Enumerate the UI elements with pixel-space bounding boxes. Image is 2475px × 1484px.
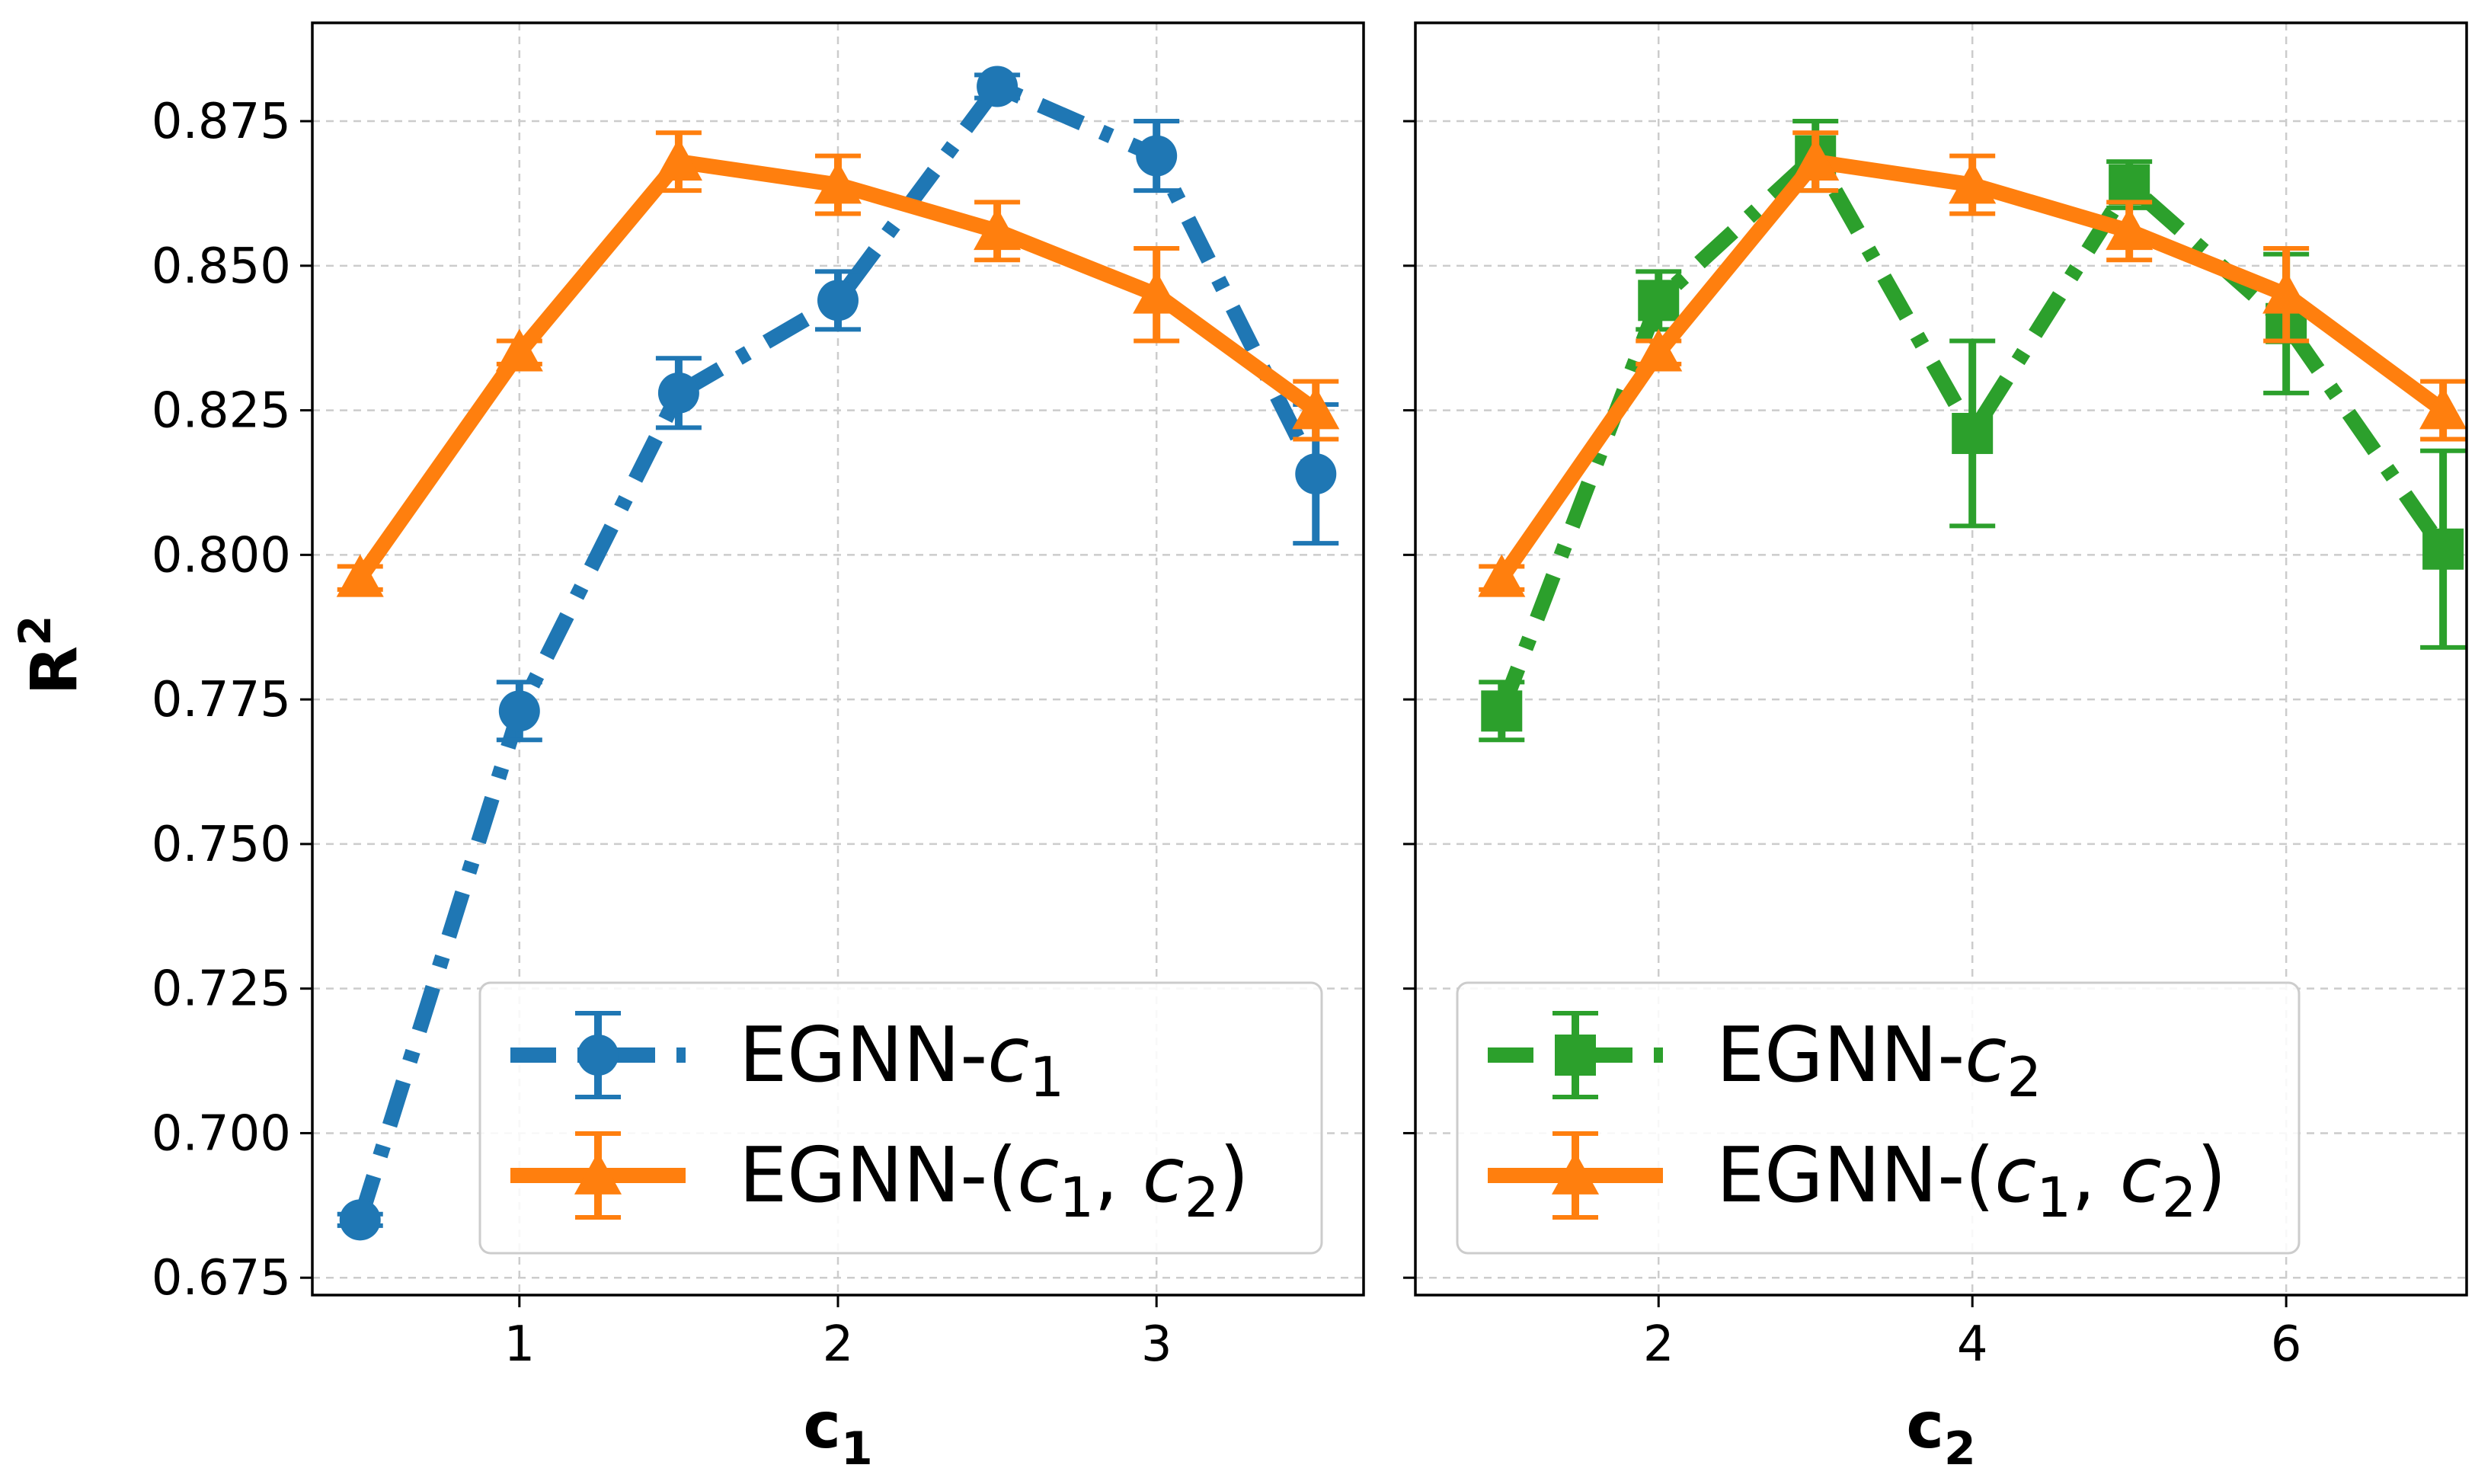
y-tick-label-6: 0.825 [152,383,291,440]
panel-left-series-0-point-6 [1295,453,1337,495]
panel-left-series-1-point-6 [1292,386,1340,430]
y-tick-label-2: 0.725 [152,961,291,1018]
panel-right-series-1-point-3 [1949,161,1997,204]
panel-left-frame [311,21,1365,1297]
panel-left-legend-marker-1 [574,1151,622,1195]
panel-right-x-axis-label: c2 [1906,1388,1976,1476]
y-tick-label-8: 0.875 [152,94,291,150]
panel-right-series-1 [1478,130,2467,597]
panel-right-plot-area [1478,119,2467,743]
panel-left-series-0-point-3 [817,280,859,321]
panel-right-series-1-point-5 [2262,270,2310,314]
panel-right-x-tick-label-1: 4 [1957,1316,1988,1373]
panel-right-x-tick-label-0: 2 [1643,1316,1674,1373]
panel-right-frame [1414,21,2468,1297]
panel-right-legend-label-1: EGNN-(c1, c2) [1716,1131,2227,1230]
panel-left-series-1-point-3 [814,161,862,204]
panel-right-series-1-point-1 [1635,328,1683,372]
panel-left-series-1-point-5 [1133,270,1181,314]
y-tick-label-1: 0.700 [152,1105,291,1162]
panel-right-series-0-point-6 [2422,528,2464,570]
panel-right-series-0-point-4 [2109,164,2150,206]
panel-right: 2 4 6 c2 EGNN-c2 EGNN-(c1, c2) [1403,21,2468,1476]
y-tick-label-5: 0.800 [152,527,291,584]
panel-left-legend-label-1: EGNN-(c1, c2) [739,1131,1249,1230]
panel-left-series-0-point-4 [977,66,1018,107]
panel-right-series-0-point-3 [1952,412,1994,454]
panel-left-series-0-point-2 [657,372,699,414]
panel-left-series-1-point-2 [654,138,702,181]
panel-right-series-1-point-0 [1478,554,1526,597]
panel-left-legend-label-0: EGNN-c1 [739,1010,1064,1109]
panel-left-series-1-point-0 [336,554,384,597]
panel-left-series-1 [336,130,1340,597]
panel-left-x-tick-label-2: 3 [1141,1316,1172,1373]
panel-right-legend-box [1456,981,2301,1255]
panel-left-series-0-point-5 [1136,135,1178,177]
panel-left-plot-area [336,66,1340,1241]
panel-right-legend-marker-1 [1551,1151,1600,1195]
panel-right-series-1-point-2 [1792,138,1840,181]
y-axis-label: R2 [9,615,91,695]
panel-right-series-0-point-0 [1481,690,1523,732]
panel-left-x-axis-label: c1 [803,1388,873,1476]
panel-left-x-tick-label-0: 1 [504,1316,535,1373]
panel-left-legend-box [478,981,1323,1255]
panel-left-x-tick-label-1: 2 [823,1316,854,1373]
panel-right-series-0-point-1 [1638,280,1680,321]
panel-left-series-1-point-1 [495,328,543,372]
panel-right-x-tick-label-2: 6 [2271,1316,2302,1373]
panel-right-series-1-point-6 [2419,386,2467,430]
panel-left-series-0-point-0 [339,1199,381,1241]
panel-left: 0.675 0.700 0.725 0.750 0.775 0.800 0.825 0.850… [152,21,1365,1476]
panel-left-legend-marker-0 [577,1035,619,1076]
panel-right-legend-marker-0 [1555,1035,1596,1076]
panel-left-series-0 [337,66,1339,1241]
y-tick-label-4: 0.775 [152,672,291,728]
y-tick-label-7: 0.850 [152,238,291,295]
panel-left-series-1-point-4 [974,207,1022,251]
panel-left-series-0-point-1 [498,690,540,732]
panel-right-series-1-point-4 [2106,207,2154,251]
panel-right-legend-label-0: EGNN-c2 [1716,1010,2042,1109]
y-tick-label-0: 0.675 [152,1250,291,1306]
y-tick-label-3: 0.750 [152,817,291,873]
panel-right-legend: EGNN-c2 EGNN-(c1, c2) [1456,981,2301,1255]
panel-left-legend: EGNN-c1 EGNN-(c1, c2) [478,981,1323,1255]
